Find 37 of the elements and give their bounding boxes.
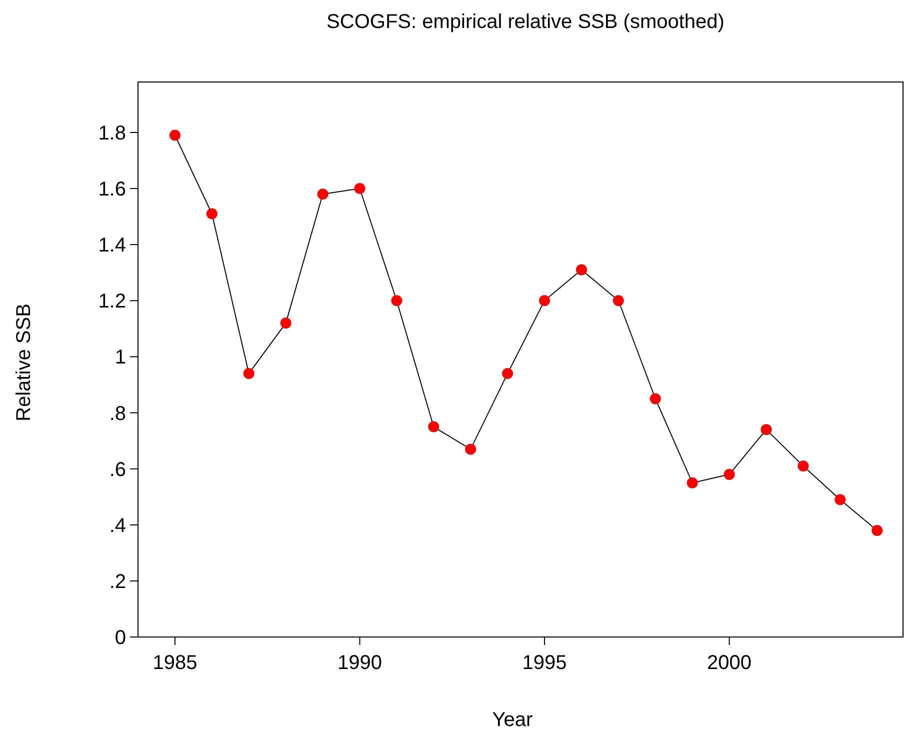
y-tick-label: 1 <box>114 346 126 369</box>
y-tick-label: 0 <box>114 627 126 649</box>
point <box>576 264 587 276</box>
x-axis-title: Year <box>492 709 534 731</box>
y-tick-label: 1.8 <box>98 122 126 144</box>
y-tick-label: .4 <box>109 514 126 537</box>
point <box>391 295 402 306</box>
point <box>650 393 661 404</box>
point <box>612 295 624 306</box>
point <box>354 183 366 194</box>
point <box>169 130 180 141</box>
x-tick-label: 2000 <box>707 652 752 674</box>
point <box>724 468 735 480</box>
y-axis-title: Relative SSB <box>13 304 35 422</box>
point <box>280 318 292 329</box>
point <box>872 524 883 536</box>
point <box>760 424 772 436</box>
point <box>502 368 514 380</box>
point <box>539 295 550 306</box>
y-tick-label: 1.4 <box>98 234 126 257</box>
y-tick-label: 1.2 <box>98 290 126 313</box>
point <box>206 208 218 220</box>
point <box>686 477 698 488</box>
point <box>465 444 476 455</box>
y-tick-label: .6 <box>109 458 126 481</box>
y-tick-label: .8 <box>109 402 126 425</box>
point <box>428 421 440 432</box>
x-tick-label: 1995 <box>522 652 567 674</box>
chart-title: SCOGFS: empirical relative SSB (smoothed) <box>326 11 724 33</box>
point <box>317 188 328 200</box>
point <box>243 368 254 380</box>
y-tick-label: 1.6 <box>98 178 126 201</box>
x-tick-label: 1990 <box>337 652 382 674</box>
point <box>798 460 809 472</box>
x-tick-label: 1985 <box>152 652 198 674</box>
point <box>834 494 846 506</box>
y-tick-label: .2 <box>109 570 126 593</box>
